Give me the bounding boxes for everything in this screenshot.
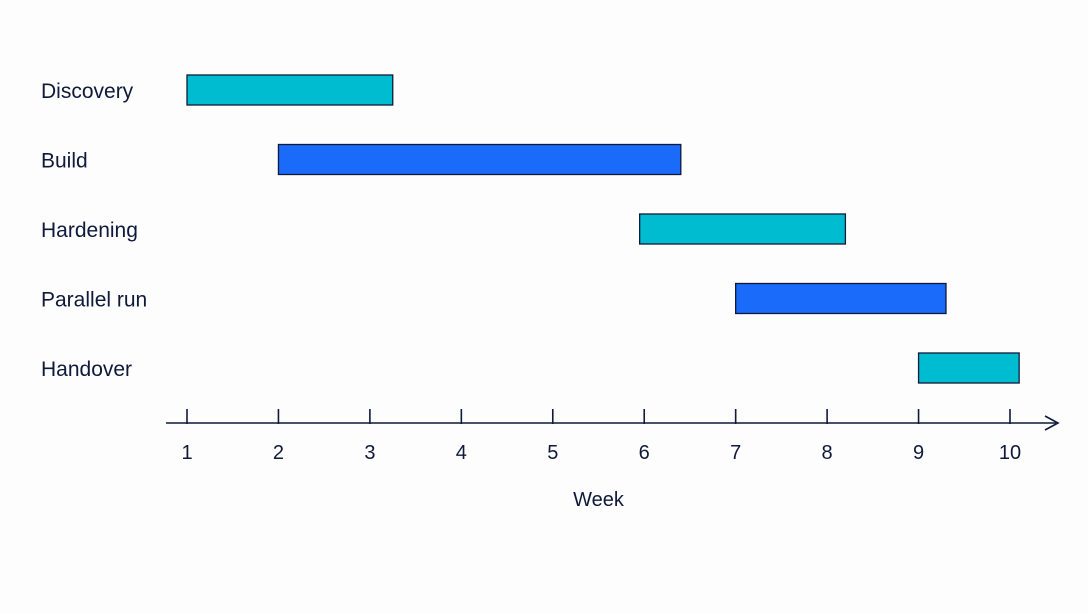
task-row: Hardening <box>41 213 847 245</box>
x-tick-label: 9 <box>913 442 924 464</box>
task-row: Discovery <box>41 74 394 106</box>
x-tick-label: 10 <box>999 442 1021 464</box>
x-tick-label: 6 <box>639 442 650 464</box>
task-rows: Discovery Build Hardening Parallel run Hando… <box>41 74 1020 384</box>
x-tick-label: 4 <box>456 442 467 464</box>
x-tick-label: 1 <box>181 442 192 464</box>
task-label: Discovery <box>41 80 134 103</box>
x-tick-label: 8 <box>822 442 833 464</box>
task-label: Parallel run <box>41 289 147 312</box>
task-label: Hardening <box>41 219 138 242</box>
task-bar <box>917 352 1020 384</box>
x-tick-label: 3 <box>364 442 375 464</box>
x-tick-label: 2 <box>273 442 284 464</box>
task-bar <box>735 282 947 315</box>
task-label: Build <box>41 150 88 173</box>
task-bar <box>277 143 682 176</box>
task-bar <box>186 74 394 106</box>
x-tick-label: 5 <box>547 442 558 464</box>
task-row: Build <box>41 143 682 176</box>
x-axis: 1 2 3 4 5 6 7 8 9 10 Week <box>166 409 1060 511</box>
task-row: Parallel run <box>41 282 947 315</box>
task-label: Handover <box>41 358 132 381</box>
x-axis-ticks: 1 2 3 4 5 6 7 8 9 10 <box>181 409 1021 464</box>
task-row: Handover <box>41 352 1020 384</box>
x-axis-title: Week <box>573 489 625 511</box>
x-tick-label: 7 <box>730 442 741 464</box>
x-axis-arrowhead <box>1044 415 1060 431</box>
task-bar <box>639 213 847 245</box>
